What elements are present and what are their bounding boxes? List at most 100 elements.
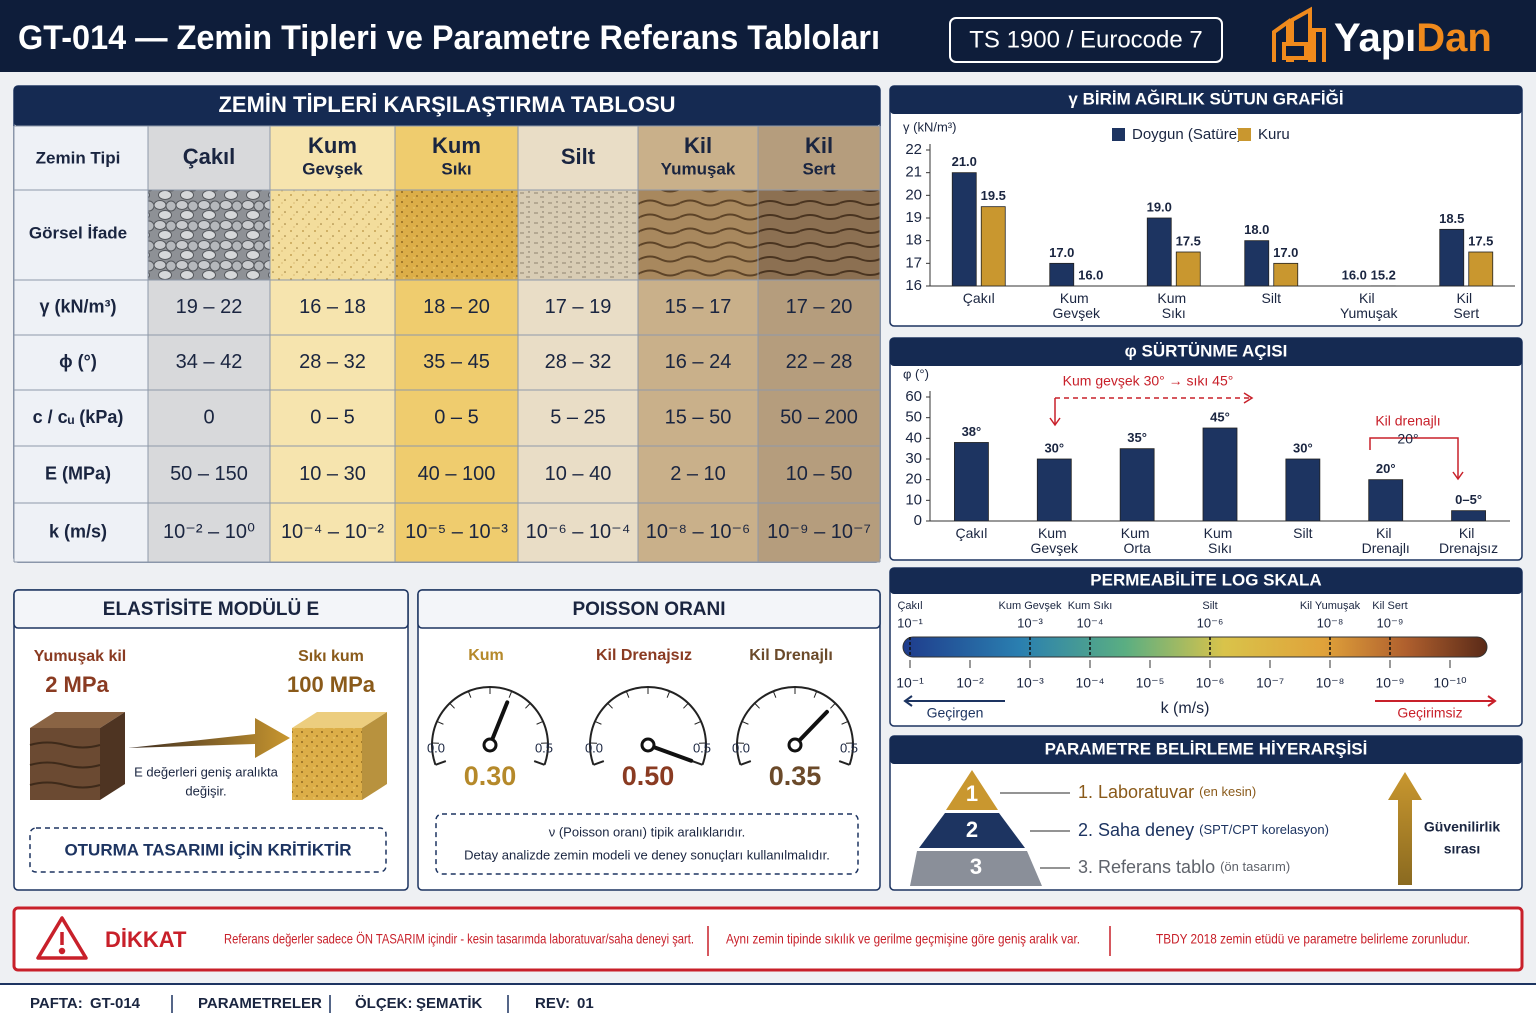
x-tick-label: Kil Yumuşak bbox=[1340, 290, 1399, 321]
y-tick-label: 18 bbox=[905, 232, 922, 249]
needle-hub bbox=[787, 737, 803, 753]
gauge-minor-tick bbox=[525, 702, 531, 709]
chart-title: φ SÜRTÜNME AÇISI bbox=[1125, 341, 1288, 360]
marker-label: 10⁻³ bbox=[1017, 615, 1043, 630]
gauge-minor-tick bbox=[594, 720, 602, 725]
x-tick-label: 10⁻¹⁰ bbox=[1433, 675, 1467, 691]
needle bbox=[646, 743, 694, 763]
direction-arrows bbox=[903, 695, 1497, 707]
x-tick-label: Kum Sıkı bbox=[1204, 525, 1237, 556]
data-label: 15.2 bbox=[1371, 267, 1396, 282]
warning-title: DİKKAT bbox=[105, 927, 187, 952]
gauge-minor-tick bbox=[536, 720, 544, 725]
data-label: 30° bbox=[1044, 440, 1064, 455]
x-tick-label: Kum Gevşek bbox=[1053, 290, 1101, 321]
gauge-minor-tick bbox=[436, 720, 444, 725]
gauge-tick bbox=[435, 760, 447, 766]
brand-a: Yapı bbox=[1334, 16, 1416, 60]
cell: 16 – 18 bbox=[299, 296, 366, 318]
footer-value: ŞEMATİK bbox=[416, 995, 483, 1012]
data-label: 30° bbox=[1293, 440, 1313, 455]
panel-title-bars bbox=[14, 86, 1522, 764]
marker-name: Kum Gevşek bbox=[999, 600, 1062, 612]
right-value: 100 MPa bbox=[287, 672, 376, 697]
footer-value: 01 bbox=[577, 995, 594, 1012]
marker-label: 10⁻⁸ bbox=[1317, 615, 1344, 630]
legend-swatch bbox=[1112, 128, 1125, 141]
bar bbox=[1146, 217, 1172, 286]
row-label: k (m/s) bbox=[49, 521, 107, 541]
data-label: 0–5° bbox=[1455, 492, 1482, 507]
texture bbox=[638, 190, 758, 280]
gauge-name: Kil Drenajsız bbox=[596, 647, 692, 664]
cell: 22 – 28 bbox=[786, 351, 853, 373]
cell: 19 – 22 bbox=[176, 296, 243, 318]
y-tick-label: 21 bbox=[905, 164, 922, 181]
standard-box bbox=[949, 17, 1223, 63]
data-label: 19.5 bbox=[981, 188, 1006, 203]
pyramid-level bbox=[910, 851, 1042, 886]
x-tick-label: Silt bbox=[1293, 525, 1313, 541]
y-tick-label: 22 bbox=[905, 141, 922, 158]
y-tick-label: 0 bbox=[914, 512, 922, 529]
level-label: 2. Saha deney bbox=[1078, 820, 1194, 840]
marker-name: Silt bbox=[1202, 600, 1217, 612]
y-tick-label: 50 bbox=[905, 409, 922, 426]
texture bbox=[148, 190, 270, 280]
x-tick-label: 10⁻³ bbox=[1016, 675, 1044, 691]
marker-label: 10⁻⁹ bbox=[1377, 615, 1404, 630]
x-tick-label: Kil Sert bbox=[1453, 290, 1479, 321]
header-bar bbox=[0, 0, 1536, 72]
needle bbox=[488, 700, 510, 747]
panel-title: ELASTİSİTE MODÜLÜ E bbox=[103, 599, 319, 620]
column-name: Kil bbox=[684, 133, 712, 158]
row-label: c / cᵤ (kPa) bbox=[33, 407, 124, 427]
visual-label: Görsel İfade bbox=[29, 223, 127, 242]
cell: 2 – 10 bbox=[670, 463, 726, 485]
gauge-minor-tick bbox=[754, 702, 760, 709]
cell: 50 – 200 bbox=[780, 406, 858, 428]
legend-label: Doygun (Satüre) bbox=[1132, 126, 1242, 143]
gauge-tick bbox=[691, 760, 703, 766]
level: 2. Saha deney (SPT/CPT korelasyon) bbox=[1078, 820, 1329, 840]
note: ν (Poisson oranı) tipik aralıklarıdır. bbox=[549, 824, 746, 839]
y-tick-label: 19 bbox=[905, 209, 922, 226]
clay-cube bbox=[29, 712, 125, 800]
bar bbox=[1202, 427, 1238, 521]
footer-separators bbox=[171, 995, 509, 1013]
gauge-minor-tick bbox=[694, 720, 702, 725]
pyramid-level bbox=[919, 813, 1025, 848]
bar bbox=[1285, 458, 1321, 521]
texture bbox=[270, 190, 395, 280]
x-tick-label: 10⁻⁵ bbox=[1136, 675, 1165, 691]
bar bbox=[1439, 228, 1465, 286]
gauge-tick-label: 0.0 bbox=[585, 740, 603, 755]
cell: 15 – 50 bbox=[665, 406, 732, 428]
x-tick-label: 10⁻¹ bbox=[896, 675, 924, 691]
pyramid-level bbox=[946, 770, 998, 810]
standard: TS 1900 / Eurocode 7 bbox=[969, 26, 1202, 53]
gauge-minor-tick bbox=[508, 691, 513, 698]
cell: 17 – 20 bbox=[786, 296, 853, 318]
bar bbox=[1244, 240, 1270, 286]
row-label: γ (kN/m³) bbox=[39, 296, 116, 316]
sand-cube bbox=[292, 712, 387, 800]
gauge-minor-tick bbox=[607, 702, 613, 709]
cell: 18 – 20 bbox=[423, 296, 490, 318]
panel-title: PARAMETRE BELİRLEME HİYERARŞİSİ bbox=[1045, 739, 1368, 758]
brand: YapıDan bbox=[1334, 16, 1492, 60]
level-number: 2 bbox=[966, 817, 978, 842]
column-sub: Gevşek bbox=[302, 159, 363, 178]
leader-lines bbox=[1000, 792, 1070, 869]
note-box bbox=[435, 813, 859, 875]
footer-value: PARAMETRELER bbox=[198, 995, 322, 1012]
x-tick-label: Kil Drenajlı bbox=[1362, 525, 1410, 556]
bars bbox=[954, 427, 1486, 521]
y-tick-label: 20 bbox=[905, 471, 922, 488]
data-label: 17.5 bbox=[1176, 233, 1201, 248]
footer-label: ÖLÇEK: bbox=[355, 995, 413, 1012]
bar bbox=[980, 206, 1006, 286]
level: 1. Laboratuvar (en kesin) bbox=[1078, 782, 1256, 802]
level-note: (ön tasarım) bbox=[1220, 859, 1290, 874]
